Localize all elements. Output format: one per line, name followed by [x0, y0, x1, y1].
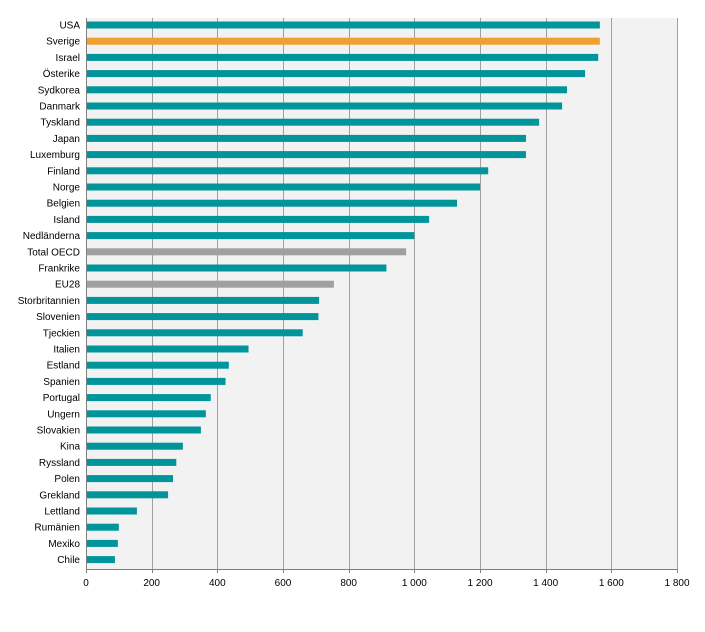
category-label: Österike — [43, 68, 81, 80]
category-label: Spanien — [43, 377, 80, 388]
bar-grekland — [87, 491, 169, 499]
category-label: USA — [59, 21, 80, 32]
x-tick-label: 1 000 — [402, 578, 427, 589]
x-tick-label: 1 400 — [533, 578, 558, 589]
bar-nedländerna — [87, 232, 415, 240]
bar-österike — [87, 70, 586, 78]
category-label: Norge — [53, 183, 81, 194]
category-label: Tyskland — [41, 118, 80, 129]
category-label: Island — [53, 215, 80, 226]
x-tick-label: 1 200 — [467, 578, 492, 589]
x-tick-label: 1 600 — [599, 578, 624, 589]
category-label: Nedländerna — [23, 231, 81, 242]
bar-danmark — [87, 102, 563, 110]
bar-island — [87, 215, 430, 223]
bar-storbritannien — [87, 296, 320, 304]
bar-belgien — [87, 199, 458, 207]
x-tick-label: 600 — [275, 578, 292, 589]
category-label: Italien — [53, 345, 80, 356]
category-label: Lettland — [44, 507, 80, 518]
bar-usa — [87, 21, 600, 29]
bar-total-oecd — [87, 248, 407, 256]
category-label: Slovakien — [37, 426, 80, 437]
category-label: Frankrike — [38, 264, 80, 275]
x-tick-label: 0 — [83, 578, 89, 589]
category-label: Portugal — [43, 393, 80, 404]
x-tick-label: 400 — [209, 578, 226, 589]
bar-mexiko — [87, 539, 118, 547]
category-label: Total OECD — [27, 247, 80, 258]
bar-spanien — [87, 377, 226, 385]
bar-kina — [87, 442, 183, 450]
bar-frankrike — [87, 264, 387, 272]
bar-sydkorea — [87, 86, 568, 94]
category-label: Sverige — [46, 37, 80, 48]
x-tick-label: 800 — [340, 578, 357, 589]
category-label: Ungern — [47, 409, 80, 420]
category-label: Estland — [47, 361, 80, 372]
bar-slovakien — [87, 426, 201, 434]
bar-slovenien — [87, 313, 319, 321]
category-label: Mexiko — [48, 539, 80, 550]
bar-tjeckien — [87, 329, 303, 337]
bar-estland — [87, 361, 229, 369]
bar-japan — [87, 134, 526, 142]
category-label: Finland — [47, 166, 80, 177]
bar-ryssland — [87, 458, 177, 466]
category-label: Japan — [53, 134, 80, 145]
bar-portugal — [87, 394, 211, 402]
bar-lettland — [87, 507, 137, 515]
bar-tyskland — [87, 118, 540, 126]
category-label: Chile — [57, 555, 80, 566]
bar-polen — [87, 475, 174, 483]
category-label: Grekland — [39, 490, 80, 501]
category-label: Danmark — [39, 102, 81, 113]
category-label: Storbritannien — [18, 296, 80, 307]
category-label: Belgien — [47, 199, 80, 210]
bar-chile — [87, 556, 115, 564]
bar-finland — [87, 167, 489, 175]
category-label: Sydkorea — [38, 85, 81, 96]
category-label: Slovenien — [36, 312, 80, 323]
x-tick-label: 200 — [143, 578, 160, 589]
bar-ungern — [87, 410, 206, 418]
bar-norge — [87, 183, 480, 191]
bar-luxemburg — [87, 151, 526, 159]
category-label: Tjeckien — [43, 328, 80, 339]
category-label: EU28 — [55, 280, 80, 291]
bar-israel — [87, 53, 599, 61]
x-tick-label: 1 800 — [664, 578, 689, 589]
bar-italien — [87, 345, 249, 353]
category-label: Rumänien — [34, 523, 80, 534]
category-label: Kina — [60, 442, 80, 453]
bar-rumänien — [87, 523, 119, 531]
category-label: Luxemburg — [30, 150, 80, 161]
category-label: Israel — [56, 53, 80, 64]
bar-sverige — [87, 37, 600, 45]
category-label: Polen — [54, 474, 80, 485]
plot-area-background — [86, 18, 677, 569]
category-label: Ryssland — [39, 458, 80, 469]
bar-eu28 — [87, 280, 334, 288]
